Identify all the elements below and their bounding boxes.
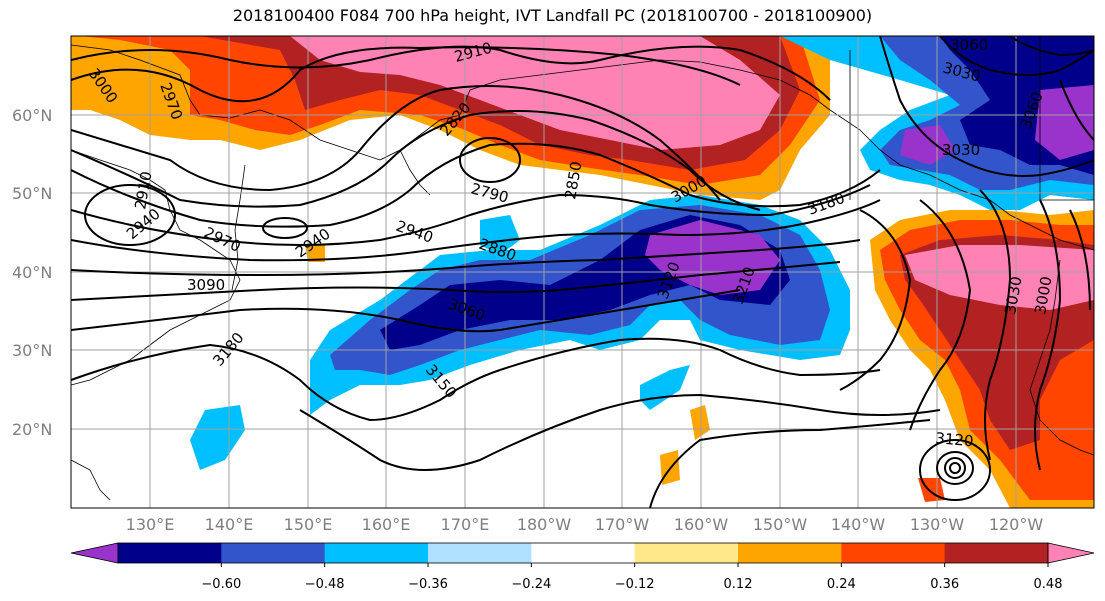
lon-label: 150°E xyxy=(284,515,333,534)
colorbar-bin xyxy=(221,543,326,563)
shade-purple-ne xyxy=(1035,85,1094,160)
lat-label: 40°N xyxy=(12,263,52,282)
colorbar-tick-label: −0.24 xyxy=(511,577,551,592)
colorbar-tick-label: 0.24 xyxy=(827,577,856,592)
lon-label: 150°W xyxy=(753,515,808,534)
shade-cyan-small xyxy=(480,215,520,255)
lon-label: 180°W xyxy=(517,515,572,534)
shade-orange-small1 xyxy=(690,405,710,440)
colorbar-extend-high xyxy=(1047,542,1095,564)
lon-label: 140°E xyxy=(205,515,254,534)
colorbar-tick-label: 0.48 xyxy=(1034,577,1063,592)
coastlines xyxy=(71,36,1094,501)
shade-cyan-sw xyxy=(190,405,245,470)
lon-label: 140°W xyxy=(831,515,886,534)
colorbar: −0.60 −0.48 −0.36 −0.24 −0.12 0.12 0.24 0.36 0.4… xyxy=(70,542,1095,592)
shade-orange-small3 xyxy=(305,245,325,262)
lat-label: 60°N xyxy=(12,106,52,125)
lon-label: 120°W xyxy=(989,515,1044,534)
contour-label: 3060 xyxy=(950,36,988,54)
lon-label: 170°W xyxy=(595,515,650,534)
lon-label: 130°W xyxy=(910,515,965,534)
lat-label: 20°N xyxy=(12,420,52,439)
colorbar-bin xyxy=(118,543,222,563)
lon-label: 170°E xyxy=(441,515,490,534)
colorbar-tick-label: −0.48 xyxy=(305,577,345,592)
colorbar-bin xyxy=(738,543,842,563)
longitude-labels: 130°E 140°E 150°E 160°E 170°E 180°W 170°… xyxy=(126,515,1044,534)
colorbar-tick-label: −0.60 xyxy=(201,577,241,592)
colorbar-tick-label: −0.36 xyxy=(408,577,448,592)
contour-label: 3030 xyxy=(942,141,980,159)
colorbar-bin xyxy=(428,543,532,563)
height-contours xyxy=(71,36,1094,508)
colorbar-bin xyxy=(841,543,946,563)
colorbar-tick-label: −0.12 xyxy=(615,577,655,592)
shade-purple-central xyxy=(645,220,780,295)
colorbar-bin xyxy=(531,543,636,563)
lon-label: 160°W xyxy=(674,515,729,534)
colorbar-tick-label: 0.36 xyxy=(930,577,959,592)
lat-label: 30°N xyxy=(12,341,52,360)
lat-label: 50°N xyxy=(12,184,52,203)
latitude-labels: 60°N 50°N 40°N 30°N 20°N xyxy=(12,106,52,439)
shade-pink-east xyxy=(905,245,1094,310)
colorbar-bin xyxy=(324,543,429,563)
map-frame xyxy=(70,35,1095,509)
shade-pink-north xyxy=(290,36,780,150)
colorbar-frame xyxy=(117,542,1049,564)
map-title: 2018100400 F084 700 hPa height, IVT Land… xyxy=(232,6,873,25)
contour-label: 3090 xyxy=(187,276,225,294)
lon-label: 160°E xyxy=(362,515,411,534)
colorbar-extend-low xyxy=(70,542,119,564)
lon-label: 130°E xyxy=(126,515,175,534)
contour-label: 3120 xyxy=(935,429,975,450)
graticule xyxy=(71,36,1094,508)
shade-purple-ne2 xyxy=(900,125,955,165)
colorbar-tick-label: 0.12 xyxy=(724,577,753,592)
colorbar-bin xyxy=(634,543,739,563)
colorbar-bin xyxy=(944,543,1049,563)
